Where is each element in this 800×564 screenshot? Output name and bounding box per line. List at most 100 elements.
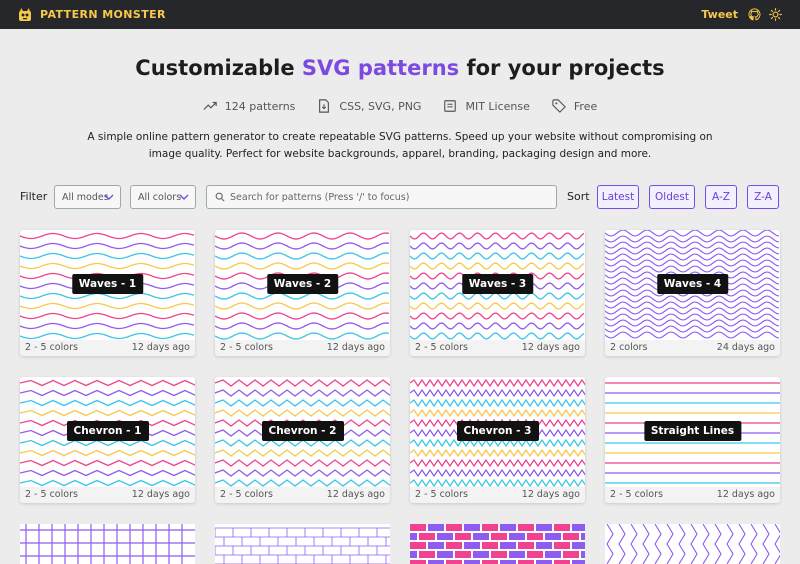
- brick: [446, 542, 462, 549]
- pattern-card-bricks-preview[interactable]: [215, 524, 390, 564]
- pattern-stroke: [410, 312, 585, 320]
- pattern-stroke: [20, 479, 195, 487]
- brick: [554, 524, 570, 531]
- pattern-stroke: [20, 322, 195, 330]
- pattern-name: Waves - 2: [266, 274, 339, 294]
- pattern-stroke: [20, 459, 195, 467]
- brick: [500, 560, 516, 564]
- brick: [536, 560, 552, 564]
- pattern-stroke: [20, 389, 195, 397]
- feature-label: CSS, SVG, PNG: [339, 99, 422, 113]
- sort-az-button[interactable]: A-Z: [705, 185, 737, 209]
- brick: [428, 542, 444, 549]
- search-placeholder: Search for patterns (Press '/' to focus): [230, 191, 410, 203]
- feature-label: Free: [573, 99, 598, 113]
- feature-label: 124 patterns: [224, 99, 296, 113]
- pattern-card[interactable]: Waves - 2 2 - 5 colors 12 days ago: [215, 230, 390, 356]
- pattern-stroke: [215, 262, 390, 270]
- brick: [482, 542, 498, 549]
- tag-icon: [552, 99, 566, 113]
- pattern-card-grid-preview[interactable]: [20, 524, 195, 564]
- pattern-card[interactable]: Waves - 3 2 - 5 colors 12 days ago: [410, 230, 585, 356]
- pattern-stroke: [630, 524, 638, 564]
- pattern-stroke: [410, 332, 585, 340]
- brick: [572, 524, 585, 531]
- pattern-name: Waves - 3: [461, 274, 534, 294]
- pattern-stroke: [410, 388, 585, 398]
- pattern-stroke: [20, 252, 195, 260]
- monster-logo-icon: [19, 7, 31, 21]
- brick: [410, 560, 426, 564]
- pattern-stroke: [215, 252, 390, 260]
- brick: [473, 533, 489, 540]
- tweet-link[interactable]: Tweet: [701, 8, 738, 21]
- pattern-stroke: [410, 438, 585, 448]
- pattern-stroke: [410, 242, 585, 250]
- pattern-colors: 2 colors: [610, 342, 648, 353]
- feature-patterns-count: 124 patterns: [203, 99, 296, 113]
- pattern-card[interactable]: Straight Lines 2 - 5 colors 12 days ago: [605, 377, 780, 503]
- modes-select[interactable]: All modes: [54, 185, 121, 209]
- pattern-card[interactable]: Waves - 4 2 colors 24 days ago: [605, 230, 780, 356]
- brick: [464, 560, 480, 564]
- sun-icon[interactable]: [769, 8, 782, 21]
- pattern-stroke: [215, 469, 390, 477]
- pattern-card[interactable]: Chevron - 1 2 - 5 colors 12 days ago: [20, 377, 195, 503]
- brick: [491, 551, 507, 558]
- pattern-stroke: [605, 271, 780, 279]
- pattern-stroke: [606, 524, 614, 564]
- github-icon[interactable]: [748, 8, 761, 21]
- search-input[interactable]: Search for patterns (Press '/' to focus): [206, 185, 557, 209]
- colors-select[interactable]: All colors: [130, 185, 196, 209]
- pattern-stroke: [215, 242, 390, 250]
- pattern-stroke: [215, 389, 390, 397]
- pattern-colors: 2 - 5 colors: [220, 489, 273, 500]
- brick: [464, 524, 480, 531]
- pattern-card[interactable]: Chevron - 2 2 - 5 colors 12 days ago: [215, 377, 390, 503]
- brick: [410, 524, 426, 531]
- pattern-stroke: [605, 307, 780, 315]
- pattern-stroke: [605, 301, 780, 309]
- sort-za-button[interactable]: Z-A: [747, 185, 779, 209]
- sort-oldest-button[interactable]: Oldest: [649, 185, 695, 209]
- pattern-name: Chevron - 1: [66, 421, 149, 441]
- brick: [572, 560, 585, 564]
- brand-name: PATTERN MONSTER: [40, 8, 166, 21]
- search-icon: [215, 192, 225, 202]
- pattern-stroke: [410, 378, 585, 388]
- pattern-stroke: [215, 302, 390, 310]
- pattern-card[interactable]: Chevron - 3 2 - 5 colors 12 days ago: [410, 377, 585, 503]
- pattern-stroke: [605, 331, 780, 339]
- pattern-name: Chevron - 3: [456, 421, 539, 441]
- brick: [410, 533, 417, 540]
- pattern-stroke: [215, 409, 390, 417]
- pattern-stroke: [605, 325, 780, 333]
- pattern-stroke: [215, 232, 390, 240]
- sort-latest-button[interactable]: Latest: [597, 185, 639, 209]
- pattern-stroke: [654, 524, 662, 564]
- pattern-colors: 2 - 5 colors: [610, 489, 663, 500]
- brick: [419, 533, 435, 540]
- pattern-card[interactable]: Waves - 1 2 - 5 colors 12 days ago: [20, 230, 195, 356]
- brick: [518, 542, 534, 549]
- pattern-stroke: [410, 468, 585, 478]
- pattern-card-herringbone-preview[interactable]: [605, 524, 780, 564]
- pattern-age: 12 days ago: [131, 489, 190, 500]
- pattern-stroke: [20, 332, 195, 340]
- pattern-stroke: [215, 459, 390, 467]
- pattern-stroke: [762, 524, 770, 564]
- brand[interactable]: PATTERN MONSTER: [18, 7, 166, 22]
- brick: [536, 524, 552, 531]
- pattern-stroke: [410, 232, 585, 240]
- pattern-stroke: [215, 399, 390, 407]
- brick: [572, 542, 585, 549]
- pattern-card-colored-bricks-preview[interactable]: [410, 524, 585, 564]
- brick: [536, 542, 552, 549]
- title-prefix: Customizable: [135, 56, 302, 80]
- pattern-stroke: [726, 524, 734, 564]
- brick: [509, 551, 525, 558]
- brick: [518, 524, 534, 531]
- brick: [446, 524, 462, 531]
- pattern-stroke: [410, 302, 585, 310]
- pattern-age: 12 days ago: [326, 342, 385, 353]
